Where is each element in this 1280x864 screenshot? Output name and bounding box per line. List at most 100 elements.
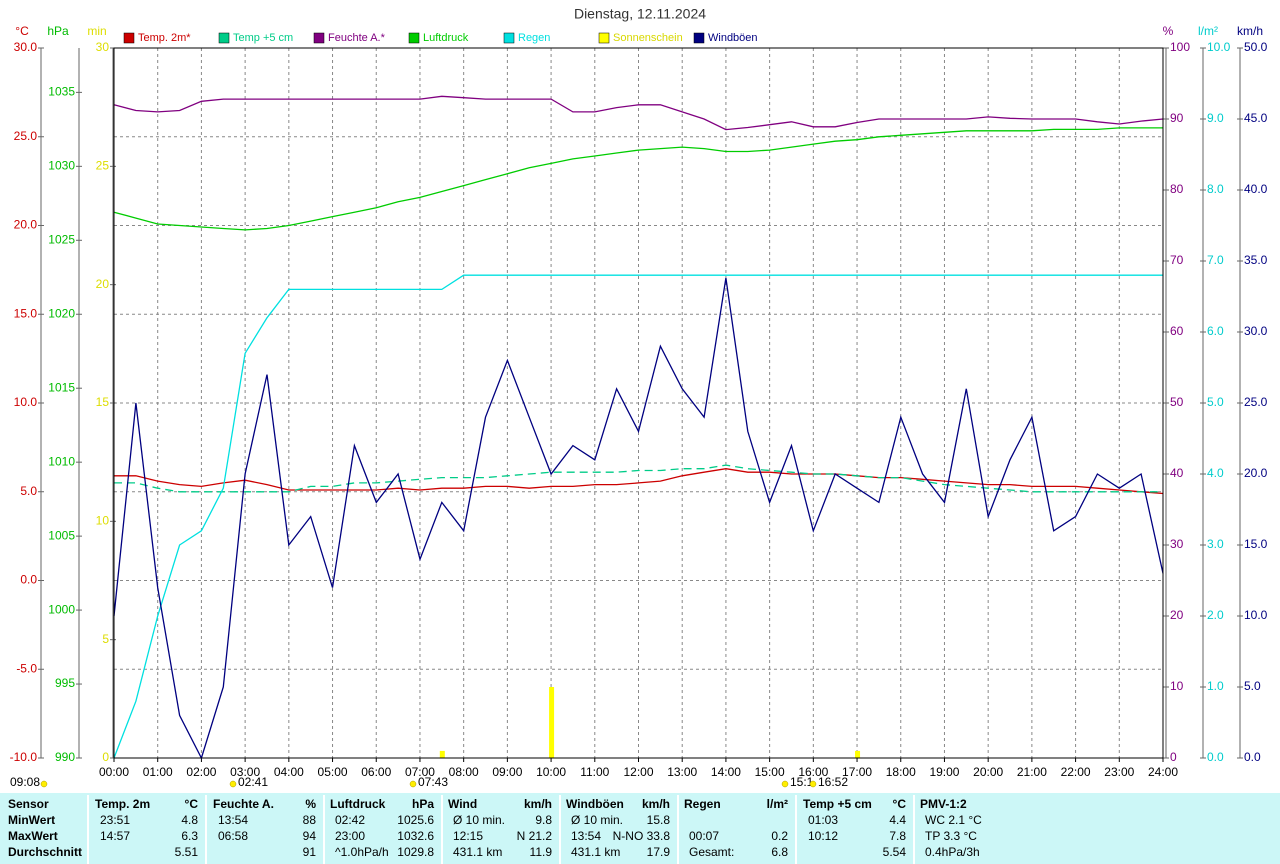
y-tick-label: 50.0 <box>1244 40 1268 54</box>
x-tick-label: 17:00 <box>842 765 872 779</box>
table-cell: 02:42 <box>335 813 365 827</box>
y-tick-label: 30 <box>96 40 110 54</box>
table-cell: 1032.6 <box>397 829 434 843</box>
table-cell: Ø 10 min. <box>571 813 623 827</box>
bar <box>549 687 555 758</box>
table-cell: 4.4 <box>889 813 906 827</box>
table-header: Temp +5 cm <box>803 797 872 811</box>
series-line <box>113 127 1163 231</box>
table-cell: 13:54 <box>218 813 248 827</box>
table-cell: N-NO 33.8 <box>613 829 671 843</box>
table-cell: 9.8 <box>535 813 552 827</box>
x-tick-label: 10:00 <box>536 765 566 779</box>
y-tick-label: 1005 <box>48 528 75 542</box>
y-tick-label: 40.0 <box>1244 182 1268 196</box>
legend-swatch <box>218 32 230 44</box>
table-cell: Gesamt: <box>689 845 734 859</box>
table-cell: WC 2.1 °C <box>925 813 982 827</box>
x-tick-label: 22:00 <box>1061 765 1091 779</box>
legend-swatch <box>693 32 705 44</box>
series-line <box>114 468 1164 495</box>
table-cell: 13:54 <box>571 829 601 843</box>
y-tick-label: 10 <box>96 514 110 528</box>
stats-background <box>0 793 1280 864</box>
axis-title: °C <box>15 24 29 38</box>
y-tick-label: 20.0 <box>1244 466 1268 480</box>
y-tick-label: 5 <box>102 632 109 646</box>
table-cell: 0.2 <box>771 829 788 843</box>
series-line <box>113 277 1164 760</box>
x-tick-label: 24:00 <box>1148 765 1178 779</box>
table-cell: 5.51 <box>175 845 199 859</box>
y-tick-label: 80 <box>1170 182 1184 196</box>
x-tick-label: 16:00 <box>798 765 828 779</box>
table-cell: 0.4hPa/3h <box>925 845 980 859</box>
x-tick-label: 18:00 <box>886 765 916 779</box>
y-tick-label: 1010 <box>48 454 75 468</box>
chart-title: Dienstag, 12.11.2024 <box>574 6 706 22</box>
y-tick-label: 0 <box>1170 750 1177 764</box>
sun-icon <box>809 780 817 788</box>
table-cell: 17.9 <box>647 845 671 859</box>
table-cell: 431.1 km <box>453 845 502 859</box>
x-tick-label: 15:00 <box>755 765 785 779</box>
y-tick-label: 5.0 <box>20 484 37 498</box>
x-tick-label: 19:00 <box>929 765 959 779</box>
series-line <box>113 95 1164 131</box>
axis-title: % <box>1163 24 1174 38</box>
table-cell: 6.8 <box>771 845 788 859</box>
annotation: 02:41 <box>238 775 268 789</box>
y-tick-label: 1015 <box>48 380 75 394</box>
legend-swatch <box>503 32 515 44</box>
sun-icon <box>229 780 237 788</box>
axis-title: km/h <box>1237 24 1263 38</box>
table-cell: 12:15 <box>453 829 483 843</box>
table-header: Sensor <box>8 797 49 811</box>
table-cell: 1025.6 <box>397 813 434 827</box>
table-header: PMV-1:2 <box>920 797 967 811</box>
sun-icon <box>40 780 48 788</box>
y-tick-label: 10.0 <box>14 395 38 409</box>
table-header: Feuchte A. <box>213 797 274 811</box>
annotation: 07:43 <box>418 775 448 789</box>
y-tick-label: 35.0 <box>1244 253 1268 267</box>
y-tick-label: 15 <box>96 395 110 409</box>
legend-label: Luftdruck <box>423 32 469 44</box>
axis-title: min <box>87 24 106 38</box>
table-cell: 06:58 <box>218 829 248 843</box>
table-cell: 91 <box>303 845 317 859</box>
y-tick-label: 995 <box>55 676 75 690</box>
legend-swatch <box>123 32 135 44</box>
table-header: Temp. 2m <box>95 797 150 811</box>
axis-title: l/m² <box>1198 24 1218 38</box>
row-label: Durchschnitt <box>8 845 82 859</box>
y-tick-label: 50 <box>1170 395 1184 409</box>
legend-swatch <box>408 32 420 44</box>
table-cell: 5.54 <box>883 845 907 859</box>
plot-frame <box>113 47 1164 759</box>
table-cell: 11.9 <box>530 845 553 859</box>
y-tick-label: 20.0 <box>14 218 38 232</box>
table-cell: 94 <box>303 829 317 843</box>
axis-title: hPa <box>47 24 69 38</box>
y-tick-label: -5.0 <box>16 661 37 675</box>
legend-label: Windböen <box>708 32 758 44</box>
y-tick-label: 1035 <box>48 85 75 99</box>
table-unit: °C <box>893 797 907 811</box>
y-tick-label: 1025 <box>48 232 75 246</box>
x-tick-label: 20:00 <box>973 765 1003 779</box>
y-tick-label: 30.0 <box>14 40 38 54</box>
y-tick-label: 5.0 <box>1207 395 1224 409</box>
x-tick-label: 09:00 <box>492 765 522 779</box>
table-cell: 431.1 km <box>571 845 620 859</box>
x-tick-label: 14:00 <box>711 765 741 779</box>
table-header: Windböen <box>566 797 624 811</box>
annotation: 15:1 <box>790 775 814 789</box>
y-tick-label: 10 <box>1170 679 1184 693</box>
y-tick-label: 100 <box>1170 40 1190 54</box>
x-tick-label: 12:00 <box>623 765 653 779</box>
sun-icon <box>409 780 417 788</box>
x-tick-label: 08:00 <box>449 765 479 779</box>
y-tick-label: 60 <box>1170 324 1184 338</box>
